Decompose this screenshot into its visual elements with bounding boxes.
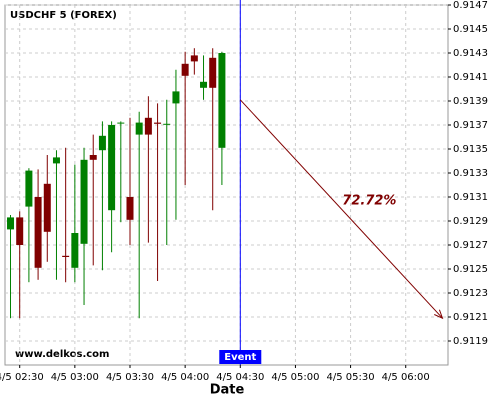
watermark: www.delkos.com — [15, 349, 109, 360]
y-tick-label: 0.9123 — [453, 288, 488, 299]
candle-body — [25, 170, 33, 207]
candle-body — [163, 123, 171, 125]
candle-body — [181, 63, 189, 76]
x-tick-label: 4/5 05:30 — [327, 372, 375, 383]
candle-body — [190, 55, 198, 62]
candle-body — [34, 197, 42, 268]
projection-line — [239, 99, 443, 319]
event-label: Event — [224, 352, 256, 363]
plot-area — [4, 4, 449, 366]
x-axis-label: Date — [210, 383, 245, 398]
y-tick-label: 0.9139 — [453, 96, 488, 107]
candle-body — [144, 117, 152, 135]
y-tick-label: 0.9127 — [453, 240, 488, 251]
candle-body — [172, 91, 180, 104]
candle-body — [135, 122, 143, 135]
arrow-head — [434, 309, 444, 320]
y-tick-label: 0.9121 — [453, 312, 488, 323]
candle-body — [209, 57, 217, 88]
candle-body — [108, 125, 116, 211]
y-tick-label: 0.9119 — [453, 336, 488, 347]
x-tick-label: 4/5 02:30 — [0, 372, 44, 383]
x-tick-label: 4/5 03:00 — [51, 372, 99, 383]
x-tick-label: 4/5 05:00 — [271, 372, 319, 383]
y-tick-label: 0.9131 — [453, 192, 488, 203]
candle-body — [16, 217, 24, 245]
candle-body — [218, 53, 226, 148]
y-tick-label: 0.9129 — [453, 216, 488, 227]
y-tick-label: 0.9141 — [453, 72, 488, 83]
candle-body — [7, 217, 15, 230]
candle-body — [71, 233, 79, 268]
x-tick-label: 4/5 04:00 — [161, 372, 209, 383]
y-tick-label: 0.9147 — [453, 0, 488, 11]
candle-body — [80, 159, 88, 244]
candle-body — [98, 135, 106, 151]
y-tick-label: 0.9133 — [453, 168, 488, 179]
event-box — [219, 350, 262, 364]
candle-body — [62, 255, 70, 257]
chart-title: USDCHF 5 (FOREX) — [10, 10, 117, 21]
y-tick-label: 0.9135 — [453, 144, 488, 155]
y-tick-label: 0.9137 — [453, 120, 488, 131]
candle-body — [126, 197, 134, 220]
candle-body — [117, 122, 125, 124]
x-tick-label: 4/5 06:00 — [382, 372, 430, 383]
x-tick-label: 4/5 04:30 — [216, 372, 264, 383]
candle-body — [52, 157, 60, 164]
x-tick-label: 4/5 03:30 — [106, 372, 154, 383]
candle-body — [200, 81, 208, 88]
y-tick-label: 0.9145 — [453, 24, 488, 35]
candle-body — [43, 183, 51, 232]
candle-body — [89, 155, 97, 160]
projection-label: 72.72% — [342, 194, 396, 209]
y-tick-label: 0.9143 — [453, 48, 488, 59]
candle-body — [154, 122, 162, 124]
y-tick-label: 0.9125 — [453, 264, 488, 275]
